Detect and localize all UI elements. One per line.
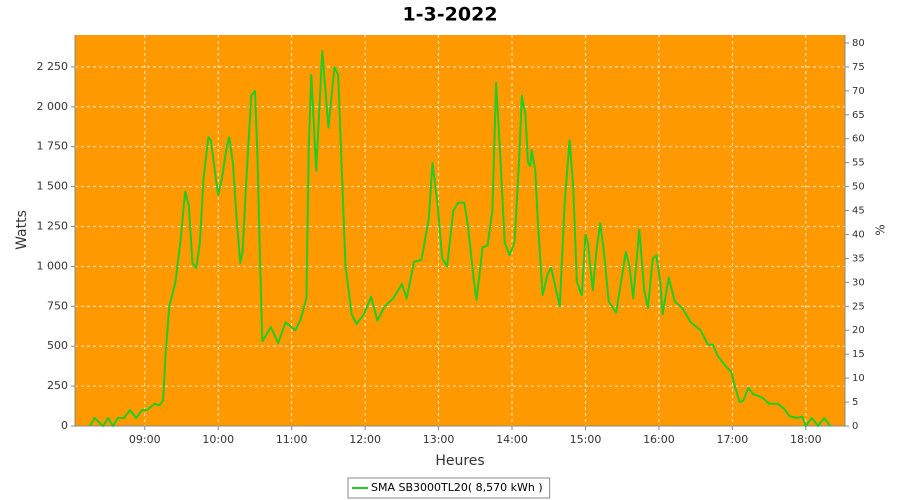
x-tick-label: 09:00 [129, 433, 161, 446]
x-tick-label: 13:00 [423, 433, 455, 446]
x-tick-label: 16:00 [643, 433, 675, 446]
y2-tick-label: 60 [852, 134, 865, 145]
x-tick-label: 14:00 [496, 433, 528, 446]
y2-tick-label: 30 [852, 277, 865, 288]
x-tick-label: 11:00 [276, 433, 308, 446]
y2-tick-label: 45 [852, 206, 865, 217]
y-tick-label: 1 000 [37, 259, 69, 272]
y2-tick-label: 40 [852, 229, 865, 240]
y-tick-label: 250 [47, 379, 68, 392]
x-tick-label: 10:00 [202, 433, 234, 446]
legend-label: SMA SB3000TL20( 8,570 kWh ) [371, 481, 543, 494]
x-tick-label: 15:00 [570, 433, 602, 446]
y2-tick-label: 70 [852, 86, 865, 97]
y2-tick-label: 65 [852, 110, 865, 121]
y-axis-label: Watts [14, 210, 30, 250]
y2-tick-label: 75 [852, 62, 865, 73]
y-tick-label: 500 [47, 339, 68, 352]
y2-tick-label: 0 [852, 421, 858, 432]
y2-tick-label: 5 [852, 397, 858, 408]
y2-tick-label: 35 [852, 253, 865, 264]
x-tick-label: 12:00 [349, 433, 381, 446]
y2-axis-label: % [874, 224, 888, 235]
plot-area [75, 35, 845, 426]
y2-tick-label: 80 [852, 38, 865, 49]
y2-tick-label: 50 [852, 182, 865, 193]
x-tick-label: 18:00 [790, 433, 822, 446]
y-tick-label: 2 250 [37, 60, 69, 73]
y-tick-label: 1 250 [37, 220, 69, 233]
y2-tick-label: 25 [852, 301, 865, 312]
x-axis-label: Heures [435, 453, 484, 469]
y2-tick-label: 10 [852, 373, 865, 384]
y-tick-label: 2 000 [37, 100, 69, 113]
y2-tick-label: 15 [852, 349, 865, 360]
y-tick-label: 1 750 [37, 140, 69, 153]
chart-title: 1-3-2022 [402, 4, 497, 26]
y-tick-label: 0 [61, 419, 68, 432]
x-tick-label: 17:00 [717, 433, 749, 446]
y2-tick-label: 20 [852, 325, 865, 336]
y-tick-label: 1 500 [37, 180, 69, 193]
y2-tick-label: 55 [852, 158, 865, 169]
series-line [88, 50, 832, 427]
y-tick-label: 750 [47, 299, 68, 312]
legend-box [347, 477, 551, 499]
